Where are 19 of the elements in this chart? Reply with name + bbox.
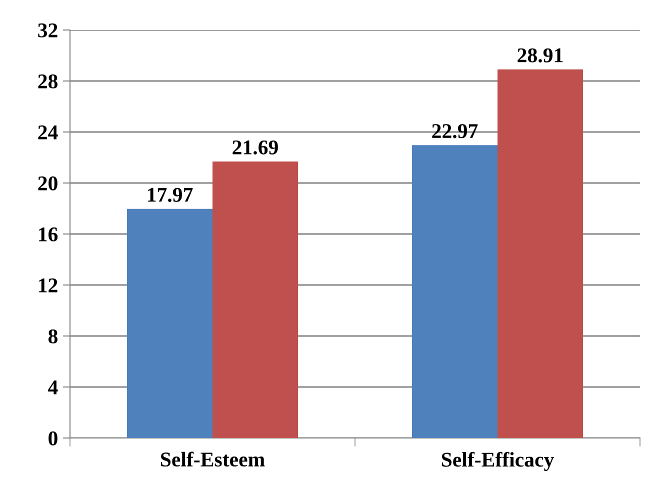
y-tick-label: 0 (48, 431, 58, 446)
data-label: 21.69 (232, 140, 278, 155)
data-label: 17.97 (148, 188, 193, 202)
bar (212, 161, 298, 438)
data-label: 28.91 (518, 48, 563, 62)
y-tick-label: 20 (38, 176, 58, 190)
x-tick-label: Self-Esteem (160, 452, 265, 467)
y-tick-label: 4 (48, 380, 58, 394)
bar (412, 145, 498, 438)
bar (498, 69, 583, 438)
x-tick-label: Self-Efficacy (442, 452, 554, 472)
data-label: 22.97 (432, 124, 478, 138)
bar (127, 208, 212, 438)
y-tick-label: 12 (39, 278, 58, 292)
y-tick-label: 32 (38, 23, 58, 38)
y-tick-label: 24 (38, 125, 58, 140)
y-tick-label: 28 (38, 74, 58, 88)
y-tick-label: 8 (48, 329, 58, 344)
y-tick-label: 16 (39, 227, 58, 242)
